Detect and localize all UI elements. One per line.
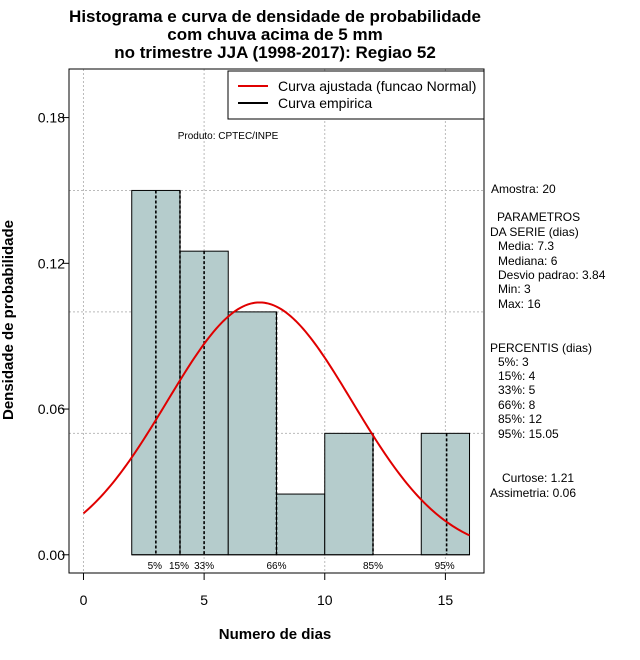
percentile-label: 15% xyxy=(169,561,189,572)
percentiles-title: PERCENTIS (dias) xyxy=(490,341,592,355)
stat-max: Max: 16 xyxy=(498,297,541,311)
params-title-1: PARAMETROS xyxy=(497,210,580,224)
sample-size: Amostra: 20 xyxy=(491,182,556,196)
legend-label-fitted: Curva ajustada (funcao Normal) xyxy=(278,78,476,94)
axes: 0 5 10 15 0.00 0.06 0.12 0.18 xyxy=(38,110,454,608)
percentile-label: 33% xyxy=(194,561,214,572)
chart-title-line-1: Histograma e curva de densidade de proba… xyxy=(69,7,481,26)
percentile-lines: 5% 15% 33% 66% 85% 95% xyxy=(148,190,455,572)
stat-p95: 95%: 15.05 xyxy=(498,427,559,441)
y-tick-label: 0.18 xyxy=(38,110,65,126)
y-tick-label: 0.06 xyxy=(38,401,65,417)
legend: Curva ajustada (funcao Normal) Curva emp… xyxy=(227,70,485,120)
stat-stddev: Desvio padrao: 3.84 xyxy=(498,268,606,282)
stat-mean: Media: 7.3 xyxy=(498,239,554,253)
histogram-bars xyxy=(131,189,471,556)
stat-p33: 33%: 5 xyxy=(498,383,536,397)
product-note: Produto: CPTEC/INPE xyxy=(178,131,279,142)
stat-skewness: Assimetria: 0.06 xyxy=(490,486,576,500)
stat-median: Mediana: 6 xyxy=(498,254,558,268)
stat-kurtosis: Curtose: 1.21 xyxy=(502,471,574,485)
legend-box xyxy=(227,70,485,120)
x-tick-label: 0 xyxy=(80,592,88,608)
percentile-label: 66% xyxy=(266,561,286,572)
histogram-bar xyxy=(276,493,326,556)
stat-p15: 15%: 4 xyxy=(498,369,536,383)
normal-curve xyxy=(82,301,470,537)
percentile-label: 85% xyxy=(363,561,383,572)
x-tick-label: 15 xyxy=(438,592,454,608)
x-tick-label: 5 xyxy=(200,592,208,608)
legend-label-empirical: Curva empirica xyxy=(278,95,372,111)
stat-min: Min: 3 xyxy=(498,282,531,296)
stat-p66: 66%: 8 xyxy=(498,398,536,412)
histogram-bar xyxy=(420,432,471,556)
x-tick-label: 10 xyxy=(317,592,333,608)
x-axis-title: Numero de dias xyxy=(219,626,332,643)
stat-p85: 85%: 12 xyxy=(498,412,542,426)
histogram-bar xyxy=(227,311,277,556)
chart-title-line-2: com chuva acima de 5 mm xyxy=(167,25,382,44)
chart-title-line-3: no trimestre JJA (1998-2017): Regiao 52 xyxy=(114,43,436,62)
histogram-bar xyxy=(324,432,374,556)
y-tick-label: 0.00 xyxy=(38,547,65,563)
stat-p5: 5%: 3 xyxy=(498,355,529,369)
y-axis-title: Densidade de probabilidade xyxy=(0,220,17,420)
plot-frame xyxy=(68,68,485,574)
percentile-label: 5% xyxy=(148,561,163,572)
statistics-panel: Amostra: 20 PARAMETROS DA SERIE (dias) M… xyxy=(490,182,606,500)
percentile-label: 95% xyxy=(435,561,455,572)
params-title-2: DA SERIE (dias) xyxy=(490,225,579,239)
y-tick-label: 0.12 xyxy=(38,255,65,271)
normal-fit-curve xyxy=(82,301,470,537)
